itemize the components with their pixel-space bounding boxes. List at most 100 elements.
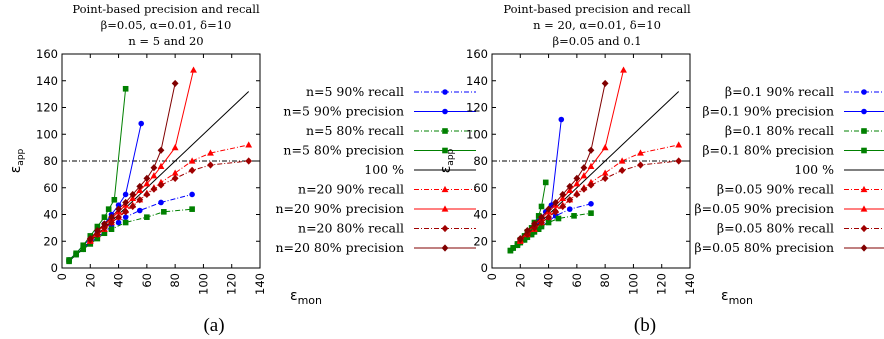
data-point — [150, 172, 158, 179]
legend-marker — [442, 108, 448, 115]
data-point — [559, 202, 567, 211]
data-point — [122, 214, 129, 220]
data-point — [555, 215, 562, 222]
data-point — [94, 235, 101, 242]
legend-marker — [442, 147, 448, 154]
y-axis-label-subscript: app — [16, 148, 26, 165]
data-point — [101, 214, 108, 220]
data-point — [207, 149, 214, 156]
chart-title-line: β=0.05 and 0.1 — [552, 34, 641, 48]
data-point — [637, 149, 644, 156]
data-point — [588, 201, 594, 207]
legend-marker — [442, 89, 448, 95]
data-point — [143, 190, 151, 199]
x-tick-label: 0 — [55, 273, 69, 280]
x-tick-label: 120 — [655, 273, 669, 295]
legend-marker — [861, 147, 867, 154]
data-point — [601, 169, 609, 176]
data-point — [105, 206, 112, 212]
legend-entry: β=0.05 90% recall — [717, 182, 884, 197]
legend-entry: β=0.1 80% recall — [725, 123, 884, 138]
chart-panel-b: Point-based precision and recall n = 20, … — [438, 2, 884, 336]
data-point — [108, 213, 115, 221]
legend-label: n=5 90% recall — [306, 84, 404, 99]
data-point — [143, 174, 151, 182]
data-point — [171, 174, 179, 182]
data-point — [573, 180, 581, 187]
y-tick-label: 0 — [481, 261, 488, 275]
x-tick-label: 80 — [598, 273, 612, 288]
legend-entry: β=0.05 80% precision — [694, 240, 884, 255]
data-point — [571, 213, 577, 219]
x-tick-label: 100 — [626, 273, 640, 295]
legend-label: n=20 80% precision — [275, 240, 404, 255]
data-point — [150, 164, 158, 172]
data-point — [531, 220, 538, 228]
series-n-20-80-precision — [86, 79, 179, 243]
data-point — [143, 180, 151, 187]
data-point — [136, 196, 144, 204]
y-axis-label-subscript: app — [446, 148, 456, 165]
legend-label: β=0.05 80% precision — [694, 240, 834, 255]
data-point — [558, 116, 565, 123]
identity-line — [510, 91, 680, 251]
legend-marker — [860, 185, 868, 193]
data-point — [171, 79, 179, 88]
legend-entry: β=0.1 80% precision — [702, 143, 884, 158]
data-point — [545, 219, 552, 226]
legend-label: β=0.05 90% recall — [717, 182, 834, 197]
data-point — [675, 157, 683, 165]
legend-label: n=20 90% recall — [298, 182, 404, 197]
series-line — [68, 123, 142, 261]
legend-entry: β=0.1 90% recall — [725, 84, 884, 99]
y-tick-label: 20 — [473, 234, 488, 248]
figure-caption: (a) — [203, 315, 224, 336]
legend-entry: 100 % — [364, 162, 476, 177]
data-point — [601, 174, 609, 182]
data-point — [587, 181, 595, 189]
legend-entry: n=5 80% recall — [306, 123, 476, 138]
data-point — [122, 208, 130, 216]
x-tick-label: 60 — [140, 273, 154, 288]
legend-label: β=0.1 90% recall — [725, 84, 834, 99]
data-point — [122, 191, 129, 198]
legend-entry: 100 % — [794, 162, 884, 177]
data-point — [189, 206, 195, 212]
data-point — [587, 146, 595, 154]
data-point — [157, 162, 165, 169]
data-point — [129, 202, 137, 211]
chart-title-line: β=0.05, α=0.01, δ=10 — [101, 18, 232, 32]
figure-caption: (b) — [634, 315, 656, 336]
legend-entry: n=5 90% precision — [283, 104, 476, 119]
chart-title-line: Point-based precision and recall — [503, 2, 691, 16]
x-tick-label: 100 — [196, 273, 210, 295]
data-point — [521, 233, 528, 239]
x-tick-label: 120 — [225, 273, 239, 295]
data-point — [573, 174, 581, 182]
data-point — [245, 141, 253, 148]
x-axis-label-subscript: mon — [298, 294, 322, 307]
data-point — [620, 66, 627, 73]
series-line — [68, 193, 193, 262]
legend-marker — [860, 244, 868, 252]
x-tick-label: 20 — [513, 273, 527, 288]
data-point — [115, 213, 122, 221]
x-tick-label: 40 — [112, 273, 126, 288]
data-point — [587, 162, 595, 169]
data-point — [588, 210, 594, 216]
y-tick-label: 100 — [36, 127, 58, 141]
data-point — [190, 66, 197, 73]
data-point — [93, 226, 101, 235]
data-point — [115, 202, 122, 208]
legend-entry: β=0.05 90% precision — [694, 201, 884, 216]
y-tick-label: 20 — [43, 234, 58, 248]
x-tick-label: 140 — [253, 273, 267, 295]
data-point — [548, 202, 555, 208]
data-point — [552, 208, 560, 216]
data-point — [207, 161, 214, 169]
x-tick-label: 20 — [83, 273, 97, 288]
data-point — [101, 230, 108, 237]
legend-entry: n=20 90% recall — [298, 182, 476, 197]
data-point — [538, 223, 545, 230]
data-point — [552, 198, 560, 207]
